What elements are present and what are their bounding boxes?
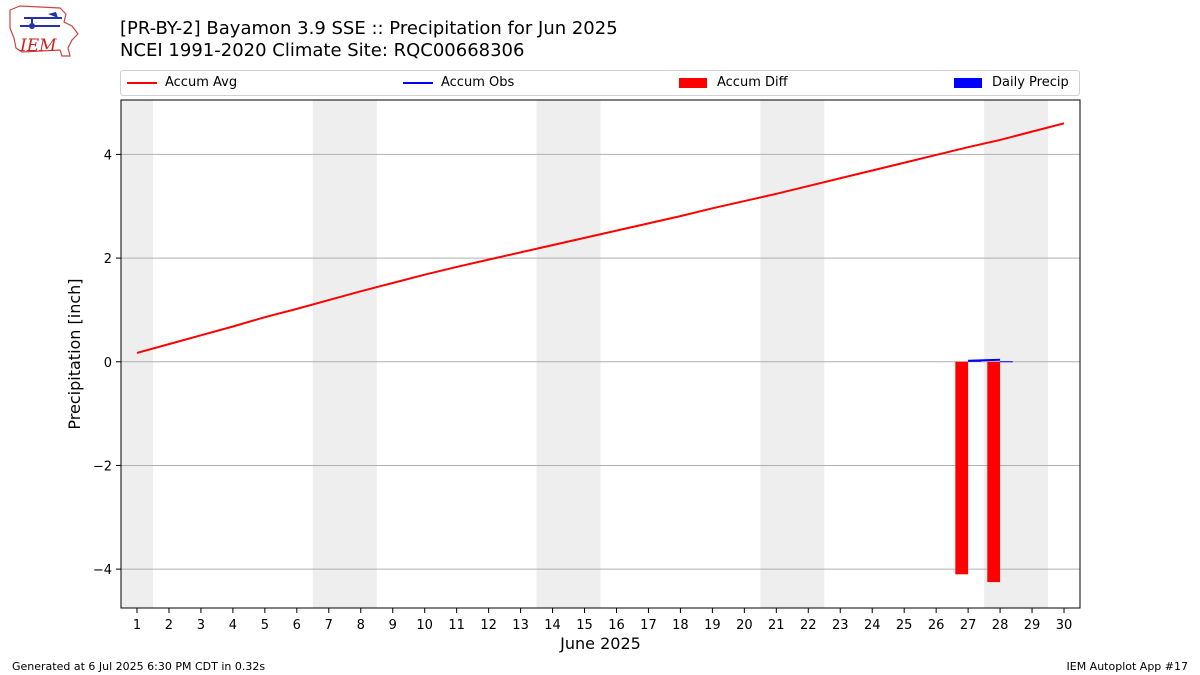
x-tick-label: 17 — [640, 618, 657, 633]
weekend-band — [536, 100, 601, 608]
generated-footer: Generated at 6 Jul 2025 6:30 PM CDT in 0… — [12, 660, 266, 673]
y-axis-label: Precipitation [inch] — [65, 278, 84, 429]
legend: Accum Avg Accum Obs Accum Diff Daily Pre… — [120, 70, 1080, 96]
x-tick-label: 3 — [197, 618, 205, 633]
x-tick-label: 23 — [832, 618, 849, 633]
bar-accum-diff — [955, 361, 969, 575]
legend-label-accum-obs: Accum Obs — [441, 75, 515, 90]
legend-line-icon — [403, 82, 433, 84]
x-tick-label: 26 — [928, 618, 945, 633]
x-tick-label: 1 — [133, 618, 141, 633]
x-tick-label: 27 — [960, 618, 977, 633]
legend-bar-icon — [954, 78, 982, 88]
x-axis-label: June 2025 — [559, 634, 641, 653]
weekend-band — [121, 100, 153, 608]
line-accum-obs — [968, 358, 1001, 362]
line-accum-avg — [136, 122, 1065, 354]
x-tick-label: 2 — [165, 618, 173, 633]
x-tick-label: 21 — [768, 618, 785, 633]
x-tick-label: 14 — [544, 618, 561, 633]
y-tick-label: 4 — [104, 148, 112, 163]
x-tick-label: 6 — [293, 618, 301, 633]
legend-swatch-daily-precip — [954, 78, 982, 88]
weekend-band — [760, 100, 825, 608]
legend-line-icon — [127, 82, 157, 84]
x-tick-label: 24 — [864, 618, 881, 633]
plot-frame — [120, 99, 1081, 609]
x-tick-label: 19 — [704, 618, 721, 633]
x-tick-label: 8 — [357, 618, 365, 633]
x-tick-label: 7 — [325, 618, 333, 633]
legend-label-accum-avg: Accum Avg — [165, 75, 238, 90]
x-tick-label: 22 — [800, 618, 817, 633]
iem-logo: IEM — [6, 4, 82, 64]
bar-daily-precip — [1000, 361, 1013, 363]
chart-title: [PR-BY-2] Bayamon 3.9 SSE :: Precipitati… — [120, 18, 618, 39]
x-tick-label: 12 — [480, 618, 497, 633]
x-tick-label: 18 — [672, 618, 689, 633]
app-footer: IEM Autoplot App #17 — [1066, 660, 1189, 673]
logo-text: IEM — [19, 36, 57, 56]
x-tick-label: 11 — [448, 618, 465, 633]
bar-accum-diff — [987, 361, 1001, 583]
weekend-bands — [121, 100, 1049, 608]
gridlines — [121, 153, 1080, 570]
x-tick-label: 25 — [896, 618, 913, 633]
chart-subtitle: NCEI 1991-2020 Climate Site: RQC00668306 — [120, 40, 525, 61]
y-tick-label: −4 — [93, 563, 112, 578]
x-tick-label: 16 — [608, 618, 625, 633]
x-tick-label: 4 — [229, 618, 237, 633]
x-tick-label: 5 — [261, 618, 269, 633]
y-axis: −4 −2 0 2 4 — [93, 148, 121, 578]
x-tick-label: 20 — [736, 618, 753, 633]
x-axis: 1 2 3 4 5 6 7 8 9 10 11 12 13 14 15 16 17 18 19 20 21 22 23 24 2… — [133, 608, 1072, 633]
x-tick-label: 10 — [416, 618, 433, 633]
legend-label-daily-precip: Daily Precip — [992, 75, 1069, 90]
x-tick-label: 28 — [992, 618, 1009, 633]
y-tick-label: −2 — [93, 459, 112, 474]
y-tick-label: 0 — [104, 356, 112, 371]
x-tick-label: 9 — [389, 618, 397, 633]
legend-bar-icon — [679, 78, 707, 88]
legend-label-accum-diff: Accum Diff — [717, 75, 788, 90]
x-tick-label: 29 — [1024, 618, 1041, 633]
y-tick-label: 2 — [104, 252, 112, 267]
x-tick-label: 13 — [512, 618, 529, 633]
legend-swatch-accum-diff — [679, 78, 707, 88]
chart-marks — [136, 122, 1065, 583]
weekend-band — [312, 100, 377, 608]
x-tick-label: 15 — [576, 618, 593, 633]
x-tick-label: 30 — [1056, 618, 1073, 633]
